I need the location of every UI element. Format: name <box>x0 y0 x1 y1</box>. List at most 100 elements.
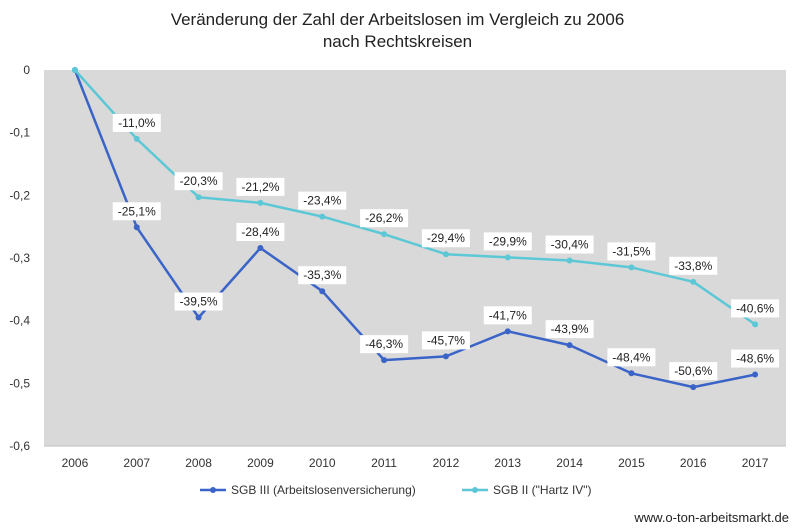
chart-title: Veränderung der Zahl der Arbeitslosen im… <box>0 9 795 53</box>
data-label-text: -31,5% <box>612 244 650 258</box>
data-point <box>381 231 388 238</box>
data-label-box <box>112 202 161 221</box>
data-labels: -25,1% -39,5% -28,4% -35,3% -46,3% -45,7% -41,… <box>112 113 780 381</box>
x-tick-label: 2010 <box>309 456 336 470</box>
data-label-box <box>174 292 223 311</box>
data-label-box <box>298 191 347 210</box>
data-label-box <box>607 348 656 367</box>
data-label-box <box>483 306 532 325</box>
legend-marker-1 <box>210 487 216 493</box>
x-tick-label: 2016 <box>680 456 707 470</box>
data-label: -29,9% <box>483 232 532 251</box>
x-tick-label: 2014 <box>556 456 583 470</box>
x-tick-label: 2015 <box>618 456 645 470</box>
data-label-text: -21,2% <box>241 180 279 194</box>
data-label-box <box>545 320 594 339</box>
data-point <box>133 224 140 231</box>
data-label: -43,9% <box>545 320 594 339</box>
data-point <box>195 194 202 201</box>
data-label-text: -46,3% <box>365 337 403 351</box>
data-label-box <box>731 299 780 318</box>
legend: SGB III (Arbeitslosenversicherung) SGB II… <box>200 483 592 497</box>
data-label-text: -35,3% <box>303 268 341 282</box>
legend-marker-2 <box>472 487 478 493</box>
data-point <box>752 371 759 378</box>
x-tick-label: 2009 <box>247 456 274 470</box>
data-label: -11,0% <box>112 113 161 132</box>
data-point <box>442 251 449 258</box>
y-tick-label: -0,3 <box>9 251 30 265</box>
data-label-text: -41,7% <box>489 308 527 322</box>
y-tick-label: 0 <box>23 63 30 77</box>
data-label-text: -40,6% <box>736 301 774 315</box>
legend-label-2: SGB II ("Hartz IV") <box>493 483 592 497</box>
x-tick-label: 2008 <box>185 456 212 470</box>
data-label-text: -20,3% <box>180 174 218 188</box>
y-tick-label: -0,6 <box>9 439 30 453</box>
chart-title-line-2: nach Rechtskreisen <box>322 32 473 51</box>
data-point <box>71 67 78 73</box>
data-label-box <box>421 331 470 350</box>
data-label-text: -28,4% <box>241 225 279 239</box>
x-axis-ticks: 2006 2007 2008 2009 2010 2011 2012 2013 2014 2015… <box>62 456 769 470</box>
data-label-box <box>421 229 470 248</box>
data-label-box <box>669 362 718 381</box>
data-point <box>381 357 388 364</box>
data-label-text: -33,8% <box>674 259 712 273</box>
data-point <box>319 213 326 220</box>
data-label-text: -45,7% <box>427 333 465 347</box>
data-label: -50,6% <box>669 362 718 381</box>
data-label-box <box>112 113 161 132</box>
data-label-box <box>174 172 223 191</box>
data-label: -25,1% <box>112 202 161 221</box>
data-label-text: -39,5% <box>180 295 218 309</box>
data-label-box <box>360 209 409 228</box>
data-label-text: -48,6% <box>736 352 774 366</box>
data-point <box>566 257 573 264</box>
data-point <box>319 288 326 295</box>
data-point <box>690 278 697 285</box>
data-label-box <box>607 242 656 261</box>
x-tick-label: 2017 <box>742 456 769 470</box>
data-label-text: -25,1% <box>118 204 156 218</box>
plot-area <box>44 70 786 446</box>
data-label-box <box>298 266 347 285</box>
data-label-text: -29,9% <box>489 234 527 248</box>
x-tick-label: 2013 <box>494 456 521 470</box>
data-label: -46,3% <box>360 335 409 354</box>
data-label-box <box>731 349 780 368</box>
data-label-box <box>236 177 285 196</box>
data-label: -31,5% <box>607 242 656 261</box>
data-label: -33,8% <box>669 256 718 275</box>
data-label: -28,4% <box>236 222 285 241</box>
data-point <box>628 264 635 271</box>
data-label: -26,2% <box>360 209 409 228</box>
data-label: -21,2% <box>236 177 285 196</box>
data-point <box>133 135 140 142</box>
x-tick-label: 2007 <box>123 456 150 470</box>
data-label: -23,4% <box>298 191 347 210</box>
data-label-box <box>360 335 409 354</box>
data-point <box>195 314 202 321</box>
y-axis-ticks: 0 -0,1 -0,2 -0,3 -0,4 -0,5 -0,6 <box>9 63 30 453</box>
data-label-text: -48,4% <box>612 350 650 364</box>
data-label: -41,7% <box>483 306 532 325</box>
data-label: -40,6% <box>731 299 780 318</box>
y-tick-label: -0,1 <box>9 126 30 140</box>
data-label-text: -23,4% <box>303 194 341 208</box>
y-tick-label: -0,2 <box>9 188 30 202</box>
data-label-box <box>483 232 532 251</box>
data-point <box>504 254 511 261</box>
data-label-text: -50,6% <box>674 364 712 378</box>
data-label: -30,4% <box>545 235 594 254</box>
data-point <box>566 342 573 349</box>
y-tick-label: -0,5 <box>9 376 30 390</box>
x-tick-label: 2012 <box>433 456 460 470</box>
data-point <box>442 353 449 360</box>
data-label: -48,6% <box>731 349 780 368</box>
data-point <box>257 199 264 206</box>
data-label: -39,5% <box>174 292 223 311</box>
data-label: -29,4% <box>421 229 470 248</box>
data-point <box>257 244 264 251</box>
